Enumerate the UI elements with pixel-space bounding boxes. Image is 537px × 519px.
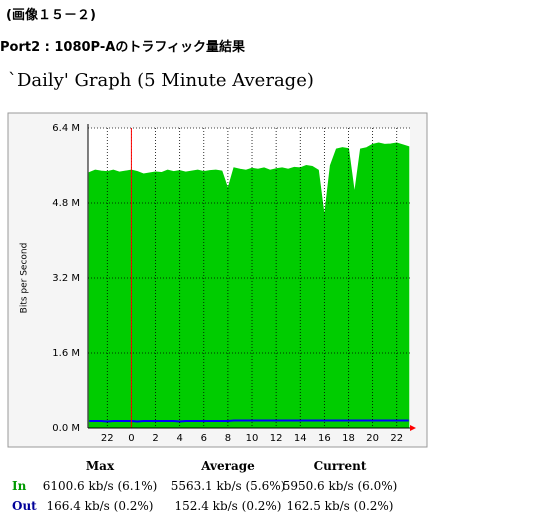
x-tick-label: 6 <box>201 433 207 444</box>
stats-cell: 166.4 kb/s (0.2%) <box>46 499 154 513</box>
stats-cell: 6100.6 kb/s (6.1%) <box>42 479 158 493</box>
stats-row-label: In <box>12 479 27 493</box>
out-line <box>89 419 409 423</box>
stats-cell: 162.5 kb/s (0.2%) <box>286 499 394 513</box>
stats-cell: 5950.6 kb/s (6.0%) <box>282 479 398 493</box>
x-tick-label: 10 <box>246 433 259 444</box>
port-heading: Port2 : 1080P-Aのトラフィック量結果 <box>0 40 246 55</box>
x-arrow <box>410 425 416 431</box>
x-tick-label: 2 <box>152 433 158 444</box>
x-tick-label: 4 <box>176 433 182 444</box>
y-tick-label: 6.4 M <box>52 123 80 134</box>
stats-header: Max <box>85 459 115 473</box>
y-tick-label: 4.8 M <box>52 198 80 209</box>
stats-header: Average <box>201 459 255 473</box>
y-tick-label: 3.2 M <box>52 273 80 284</box>
x-tick-label: 20 <box>366 433 379 444</box>
stats-cell: 5563.1 kb/s (5.6%) <box>170 479 286 493</box>
y-axis-label: Bits per Second <box>20 243 30 314</box>
x-tick-label: 22 <box>390 433 403 444</box>
x-tick-label: 12 <box>270 433 283 444</box>
stats-row-label: Out <box>12 499 37 513</box>
caption: (画像１５－２) <box>6 8 96 23</box>
y-tick-label: 1.6 M <box>52 348 80 359</box>
stats-cell: 152.4 kb/s (0.2%) <box>174 499 282 513</box>
in-area <box>88 142 410 429</box>
x-tick-label: 18 <box>342 433 355 444</box>
x-tick-label: 0 <box>128 433 134 444</box>
x-tick-label: 8 <box>225 433 231 444</box>
stats-header: Current <box>313 459 367 473</box>
y-tick-label: 0.0 M <box>52 423 80 434</box>
chart-title: `Daily' Graph (5 Minute Average) <box>8 70 314 91</box>
x-tick-label: 14 <box>294 433 307 444</box>
x-tick-label: 22 <box>101 433 114 444</box>
x-tick-label: 16 <box>318 433 331 444</box>
